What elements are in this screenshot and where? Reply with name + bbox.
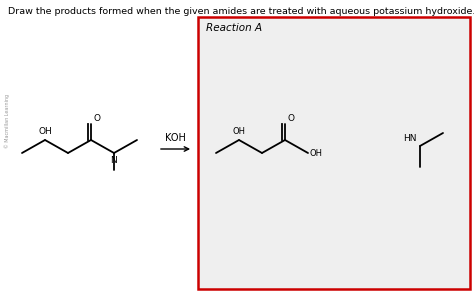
Text: Draw the products formed when the given amides are treated with aqueous potassiu: Draw the products formed when the given … xyxy=(8,7,474,16)
Text: OH: OH xyxy=(310,148,323,157)
Text: HN: HN xyxy=(403,134,417,143)
Bar xyxy=(198,17,470,289)
Text: OH: OH xyxy=(233,127,246,136)
Text: O: O xyxy=(94,114,101,123)
Text: OH: OH xyxy=(38,127,52,136)
Text: Reaction A: Reaction A xyxy=(206,23,262,33)
Text: © Macmillan Learning: © Macmillan Learning xyxy=(4,94,10,148)
Text: O: O xyxy=(288,114,295,123)
Text: KOH: KOH xyxy=(165,133,186,143)
Text: N: N xyxy=(110,156,118,165)
